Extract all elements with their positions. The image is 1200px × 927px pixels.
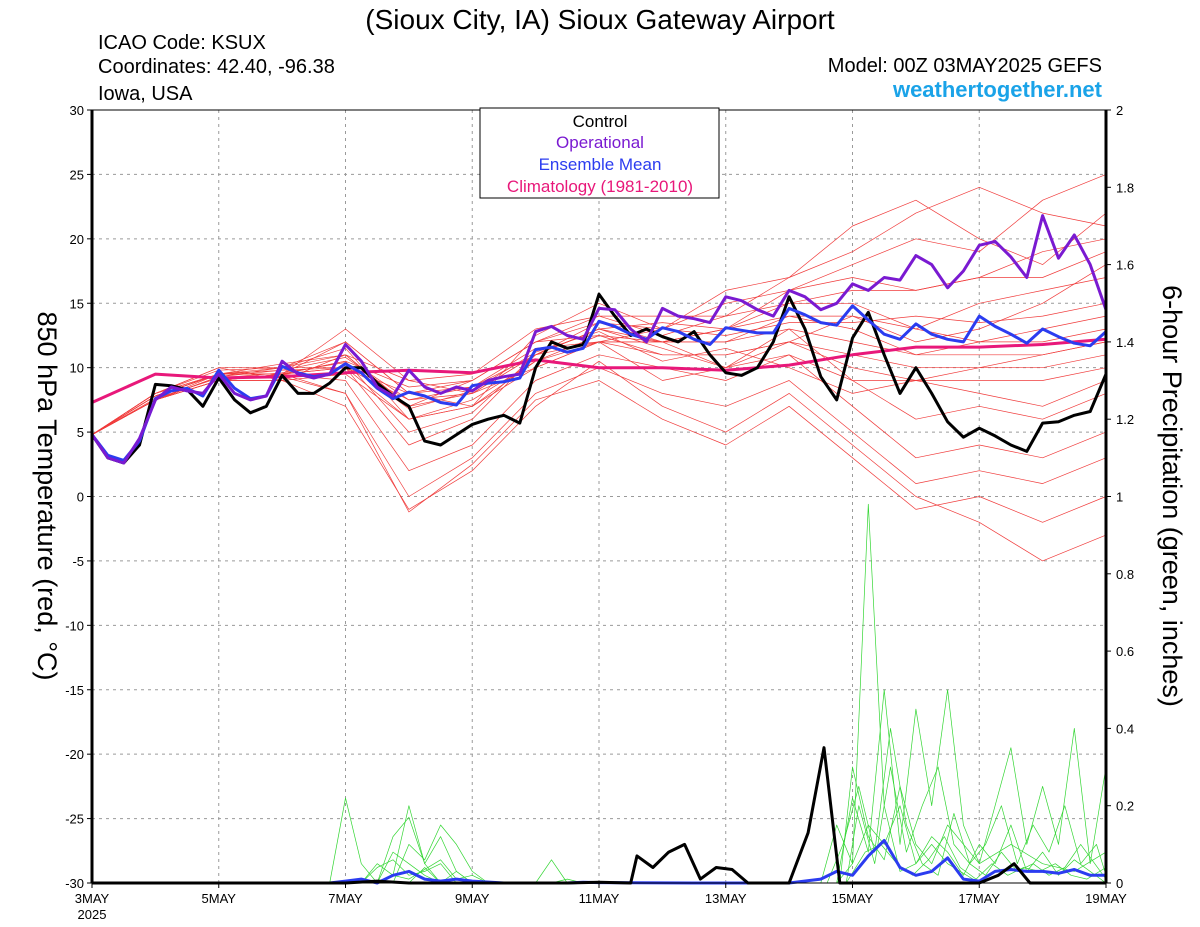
temperature-member-line xyxy=(91,328,1107,446)
x-tick-label: 5MAY xyxy=(202,891,237,906)
right-tick-label: 1.6 xyxy=(1116,258,1134,273)
temperature-member-line xyxy=(91,373,1107,523)
left-tick-label: 15 xyxy=(70,296,84,311)
station-coordinates: Coordinates: 42.40, -96.38 xyxy=(98,56,335,78)
right-tick-label: 1.8 xyxy=(1116,180,1134,195)
left-tick-label: 20 xyxy=(70,232,84,247)
left-tick-label: 10 xyxy=(70,361,84,376)
gridlines xyxy=(92,110,1106,883)
right-tick-label: 0 xyxy=(1116,876,1123,891)
precipitation-member-line xyxy=(92,836,1107,884)
right-axis-label: 6-hour Precipitation (green, inches) xyxy=(1157,285,1187,707)
temperature-control-line xyxy=(90,292,1108,465)
left-axis-label: 850 hPa Temperature (red, °C) xyxy=(32,312,62,681)
precipitation-member-line xyxy=(92,503,1106,884)
precipitation-member-line xyxy=(92,805,1107,884)
x-tick-label: 7MAY xyxy=(328,891,363,906)
temperature-member-line xyxy=(91,335,1107,435)
right-tick-label: 1 xyxy=(1116,490,1123,505)
precipitation-ensemble-mean-line xyxy=(92,839,1106,885)
icao-code: ICAO Code: KSUX xyxy=(98,32,266,54)
legend-climatology: Climatology (1981-2010) xyxy=(507,177,693,196)
right-tick-label: 0.2 xyxy=(1116,799,1134,814)
temperature-member-line xyxy=(91,264,1107,436)
chart-title: (Sioux City, IA) Sioux Gateway Airport xyxy=(365,4,835,35)
x-tick-label: 13MAY xyxy=(705,891,747,906)
temperature-member-line xyxy=(91,331,1107,436)
station-region: Iowa, USA xyxy=(98,83,193,105)
right-tick-label: 1.2 xyxy=(1116,412,1134,427)
x-tick-label: 17MAY xyxy=(958,891,1000,906)
site-link[interactable]: weathertogether.net xyxy=(892,77,1103,102)
left-tick-label: 0 xyxy=(77,490,84,505)
legend-control: Control xyxy=(573,112,628,131)
x-tick-year-label: 2025 xyxy=(78,907,107,922)
legend: Control Operational Ensemble Mean Climat… xyxy=(479,107,720,199)
left-tick-label: 30 xyxy=(70,103,84,118)
chart-header: (Sioux City, IA) Sioux Gateway Airport I… xyxy=(98,4,1103,105)
x-tick-label: 9MAY xyxy=(455,891,490,906)
right-tick-label: 0.8 xyxy=(1116,567,1134,582)
legend-ensemble-mean: Ensemble Mean xyxy=(539,155,662,174)
left-tick-label: -5 xyxy=(72,554,84,569)
legend-box xyxy=(479,107,720,199)
left-tick-label: -30 xyxy=(65,876,84,891)
operational-line xyxy=(90,214,1108,465)
model-run: Model: 00Z 03MAY2025 GEFS xyxy=(828,55,1102,77)
climatology-line xyxy=(91,337,1107,404)
right-tick-label: 2 xyxy=(1116,103,1123,118)
right-tick-label: 0.4 xyxy=(1116,721,1134,736)
left-tick-label: -15 xyxy=(65,683,84,698)
left-tick-label: -20 xyxy=(65,747,84,762)
left-tick-label: 25 xyxy=(70,167,84,182)
temperature-member-line xyxy=(91,251,1107,435)
left-tick-label: -10 xyxy=(65,618,84,633)
legend-operational: Operational xyxy=(556,133,644,152)
precipitation-control-line xyxy=(92,746,1106,885)
right-tick-label: 1.4 xyxy=(1116,335,1134,350)
x-tick-label: 11MAY xyxy=(579,891,620,906)
x-tick-label: 3MAY xyxy=(75,891,110,906)
x-tick-label: 19MAY xyxy=(1085,891,1127,906)
main-series xyxy=(90,214,1108,885)
x-tick-label: 15MAY xyxy=(832,891,874,906)
right-tick-label: 0.6 xyxy=(1116,644,1134,659)
precipitation-member-line xyxy=(92,766,1107,884)
precipitation-member-line xyxy=(92,689,1107,884)
left-tick-label: 5 xyxy=(77,425,84,440)
axes: 302520151050-5-10-15-20-25-3021.81.61.41… xyxy=(65,103,1134,922)
left-tick-label: -25 xyxy=(65,812,84,827)
